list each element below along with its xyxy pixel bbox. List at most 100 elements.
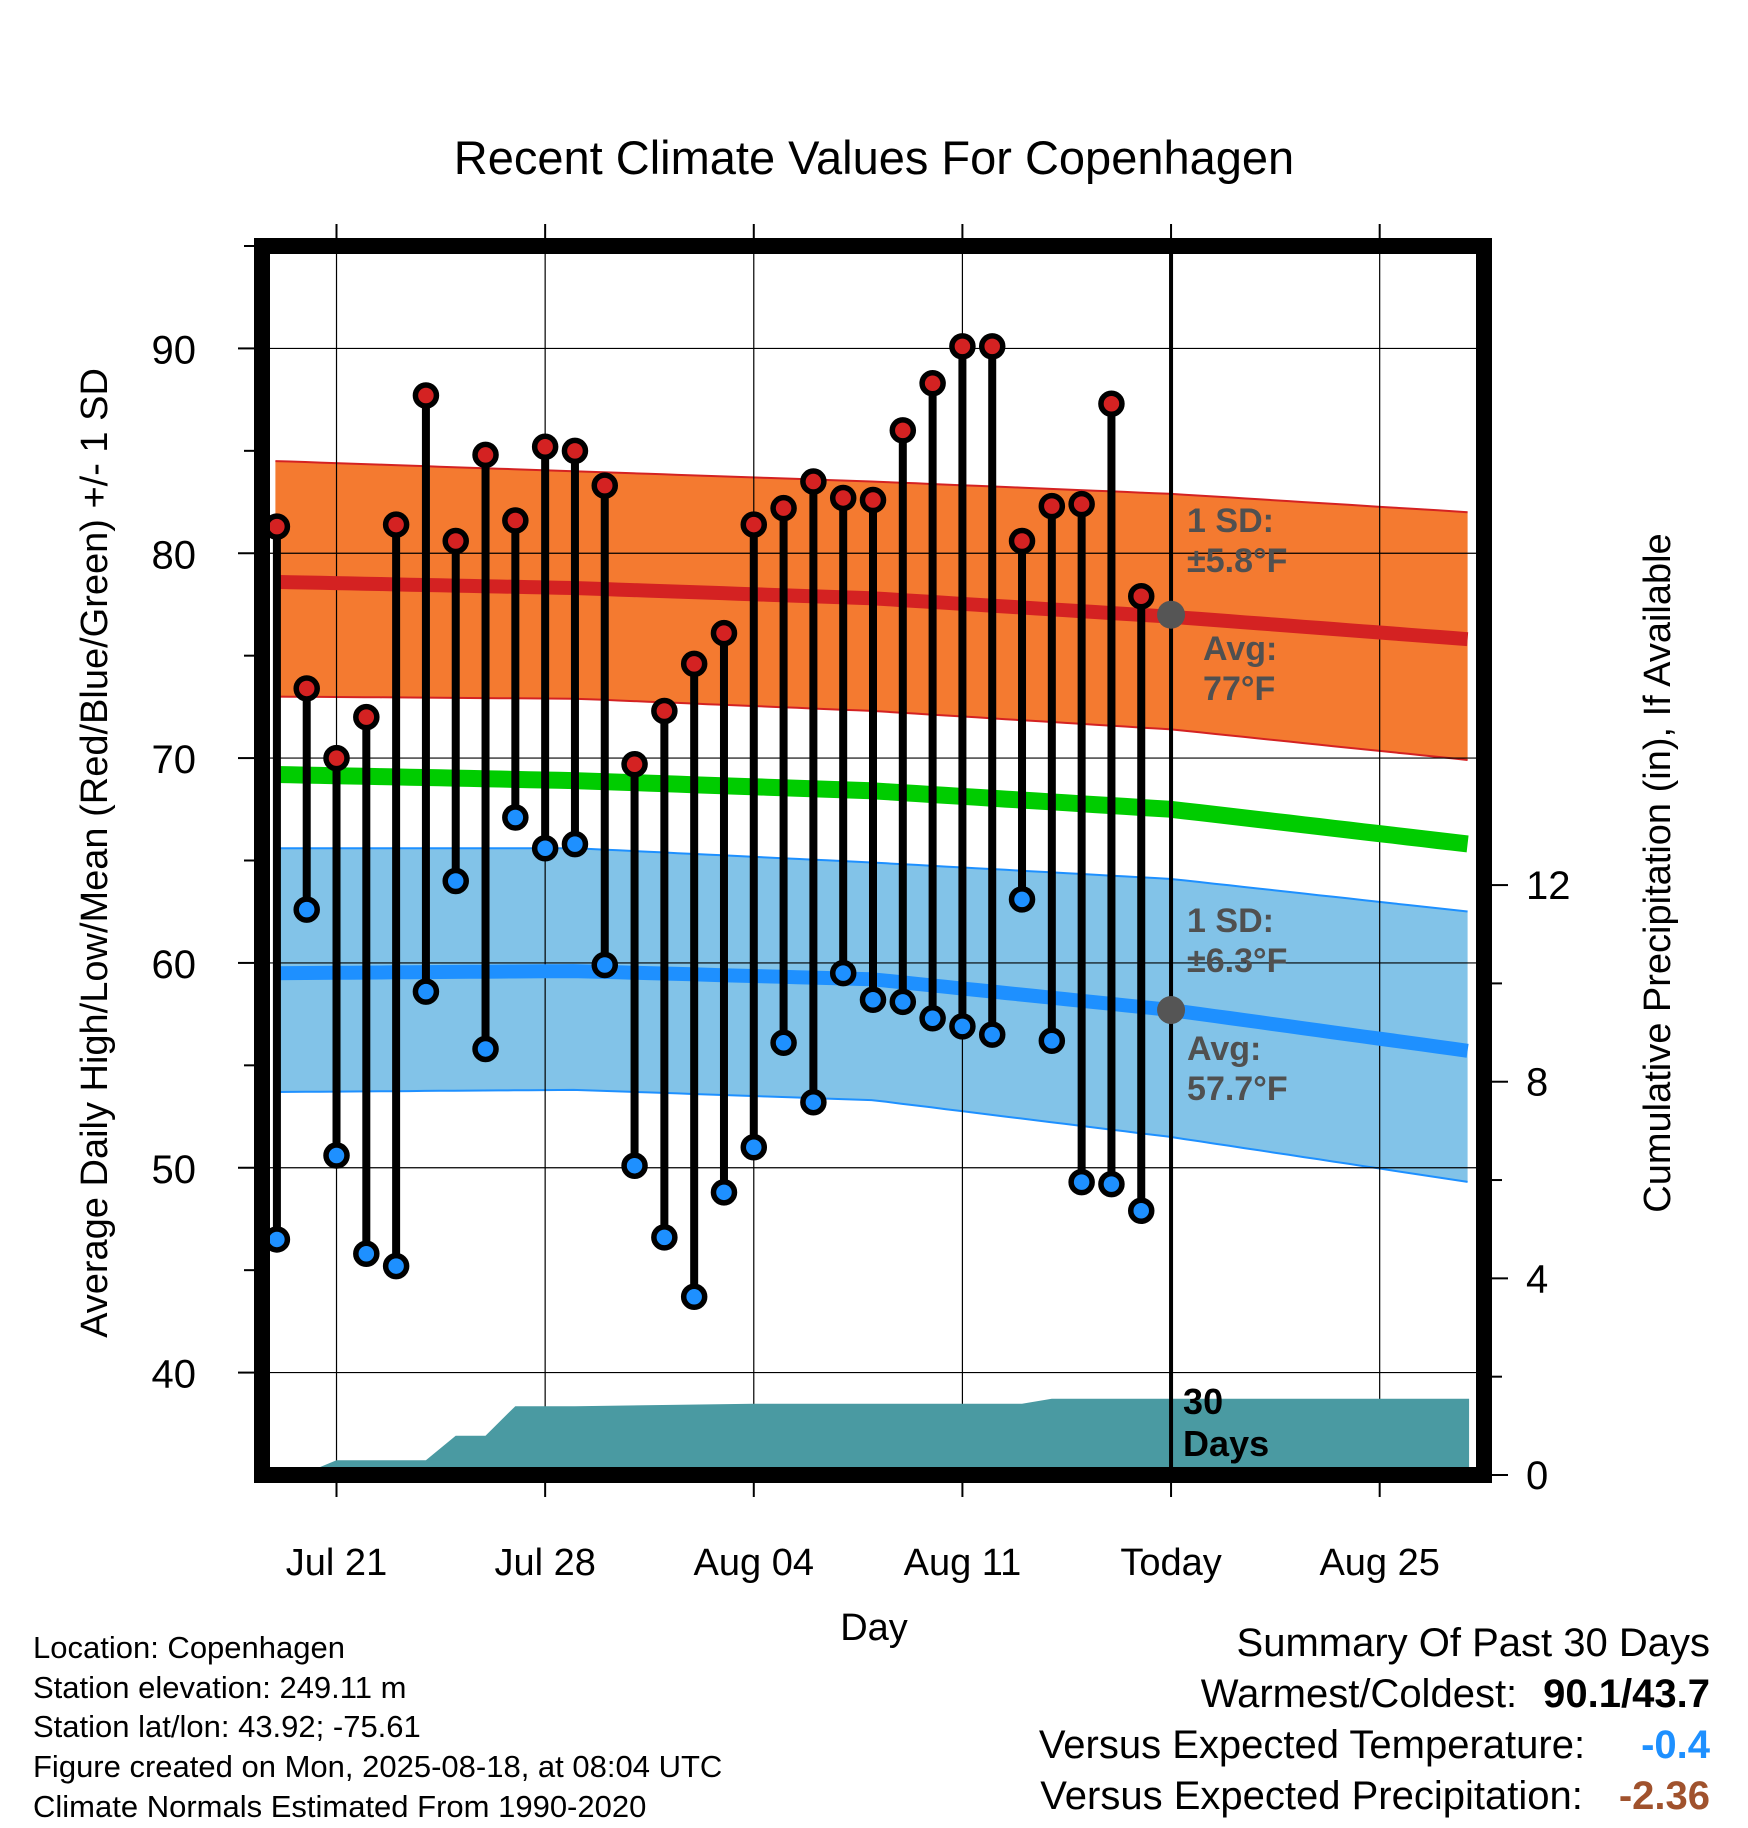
high-point <box>740 511 768 538</box>
annotation-low-avg-line: 57.7°F <box>1187 1070 1288 1108</box>
y-tick-label-left: 60 <box>152 943 197 987</box>
low-point <box>502 804 529 831</box>
summary-temp-label: Versus Expected Temperature: <box>1038 1723 1586 1767</box>
summary-warmest-value: 90.1/43.7 <box>1543 1672 1710 1716</box>
high-point <box>472 441 499 469</box>
annotation-low-sd-line: 1 SD: <box>1187 902 1274 940</box>
today-days-label: Days <box>1183 1423 1269 1464</box>
high-point <box>621 750 648 778</box>
y-tick-label-left: 90 <box>152 328 197 372</box>
annotation-high-sd-line: ±5.8°F <box>1187 542 1287 580</box>
low-point <box>680 1283 708 1311</box>
high-point <box>1068 490 1095 518</box>
low-point <box>293 896 320 923</box>
high-point <box>591 472 619 499</box>
low-point <box>978 1021 1006 1048</box>
low-point <box>829 959 857 987</box>
x-tick-label: Jul 28 <box>494 1542 595 1584</box>
y-tick-label-right: 0 <box>1526 1454 1548 1498</box>
x-tick-label: Aug 11 <box>904 1542 1022 1584</box>
low-point <box>561 830 589 858</box>
high-point <box>323 744 350 772</box>
high-point <box>859 486 887 514</box>
low-point <box>382 1252 410 1280</box>
high-point <box>1038 492 1066 520</box>
low-point <box>621 1152 648 1179</box>
y-axis-title-right: Cumulative Precipitation (in), If Availa… <box>1637 533 1679 1212</box>
info-elevation: Station elevation: 249.11 m <box>33 1670 407 1705</box>
info-location: Location: Copenhagen <box>33 1630 345 1665</box>
annotation-high-avg-line: 77°F <box>1203 670 1275 708</box>
high-point <box>1127 583 1155 610</box>
summary-precip-value: -2.36 <box>1618 1774 1710 1818</box>
info-created: Figure created on Mon, 2025-08-18, at 08… <box>33 1749 723 1784</box>
high-point <box>770 494 797 522</box>
high-point <box>889 417 917 444</box>
today-low-avg-marker <box>1157 996 1186 1025</box>
y-tick-label-left: 40 <box>152 1353 197 1397</box>
low-point <box>1127 1197 1155 1225</box>
high-point <box>949 333 976 360</box>
y-axis-title-left: Average Daily High/Low/Mean (Red/Blue/Gr… <box>74 368 116 1338</box>
high-point <box>829 484 857 512</box>
high-point <box>561 437 589 465</box>
annotation-low-avg-line: Avg: <box>1187 1030 1261 1068</box>
high-sd-upper-line <box>275 460 1468 514</box>
chart-title: Recent Climate Values For Copenhagen <box>454 131 1294 184</box>
high-point <box>502 507 529 534</box>
high-point <box>531 433 559 460</box>
low-point <box>1098 1170 1125 1198</box>
low-point <box>270 1226 291 1253</box>
annotation-low-sd-line: ±6.3°F <box>1187 942 1287 980</box>
high-point <box>270 513 291 540</box>
high-point <box>710 619 738 647</box>
info-normals: Climate Normals Estimated From 1990-2020 <box>33 1789 647 1824</box>
low-point <box>710 1179 738 1206</box>
today-days-label: 30 <box>1183 1381 1223 1422</box>
y-tick-label-right: 4 <box>1526 1257 1548 1301</box>
summary-title: Summary Of Past 30 Days <box>1236 1621 1710 1665</box>
high-point <box>412 382 440 409</box>
y-tick-label-left: 70 <box>152 738 197 782</box>
high-point <box>651 697 678 725</box>
summary-temp-row: Versus Expected Temperature: -0.4 <box>1039 1723 1710 1768</box>
y-tick-label-right: 8 <box>1526 1061 1548 1105</box>
low-sd-lower-line <box>275 1088 1468 1183</box>
y-tick-label-left: 80 <box>152 533 197 577</box>
x-tick-label: Aug 25 <box>1319 1542 1439 1584</box>
y-tick-label-left: 50 <box>152 1148 197 1192</box>
high-point <box>293 675 320 702</box>
low-point <box>353 1240 380 1268</box>
today-high-avg-marker <box>1157 600 1186 629</box>
x-tick-label: Today <box>1120 1542 1221 1584</box>
y-tick-label-right: 12 <box>1526 864 1571 908</box>
summary-warmest-label: Warmest/Coldest: <box>1200 1672 1518 1716</box>
annotation-high-avg-line: Avg: <box>1203 630 1277 668</box>
high-point <box>1098 390 1125 417</box>
summary-precip-label: Versus Expected Precipitation: <box>1040 1774 1583 1818</box>
low-point <box>442 867 469 895</box>
summary-warmest-row: Warmest/Coldest: 90.1/43.7 <box>1201 1672 1710 1717</box>
low-point <box>412 978 440 1005</box>
low-point <box>1068 1168 1095 1196</box>
low-point <box>949 1013 976 1040</box>
low-point <box>740 1134 768 1161</box>
low-point <box>800 1088 827 1116</box>
high-point <box>1008 527 1036 555</box>
info-latlon: Station lat/lon: 43.92; -75.61 <box>33 1709 421 1744</box>
precip-area <box>320 1398 1470 1467</box>
high-point <box>978 333 1006 360</box>
plot-frame <box>254 238 1492 1483</box>
low-point <box>889 988 917 1016</box>
low-point <box>919 1004 946 1032</box>
x-axis-title: Day <box>840 1607 908 1649</box>
low-point <box>859 986 887 1014</box>
low-point <box>591 951 619 979</box>
annotation-high-sd-line: 1 SD: <box>1187 502 1274 540</box>
x-tick-label: Aug 04 <box>694 1542 814 1584</box>
low-point <box>1038 1027 1066 1055</box>
high-point <box>800 468 827 495</box>
